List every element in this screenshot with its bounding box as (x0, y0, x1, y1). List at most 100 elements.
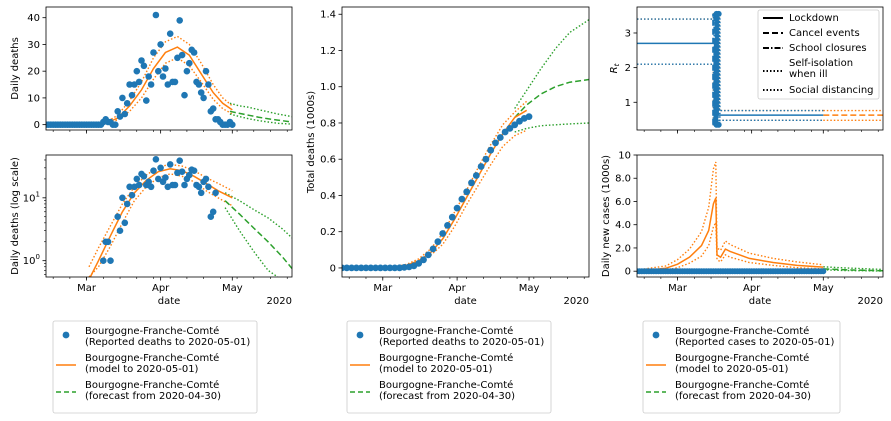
reported-point (372, 264, 379, 272)
y-axis-label: Daily deaths (log scale) (10, 157, 21, 275)
y-tick-label: 0 (625, 267, 631, 278)
reported-point (126, 81, 133, 88)
forecast-upper-line (229, 102, 292, 118)
y-tick-label: 4.0 (615, 220, 631, 231)
reported-point (145, 178, 152, 186)
reported-point (820, 268, 827, 275)
legend-label: (Reported deaths to 2020-05-01) (85, 337, 250, 348)
x-axis-label: date (454, 296, 477, 307)
model-lower-line (637, 219, 824, 272)
y-tick-label: 0 (330, 263, 336, 274)
reported-point (391, 264, 399, 272)
year-label: 2020 (858, 296, 883, 307)
reported-point (496, 134, 504, 141)
plot-area-daily-deaths-log (88, 156, 292, 277)
reported-point (183, 67, 191, 75)
reported-point (126, 183, 133, 191)
legend-label: Bourgogne-Franche-Comté (379, 325, 513, 337)
reported-point (197, 89, 205, 96)
reported-point (119, 94, 126, 102)
legend-label: School closures (789, 43, 867, 54)
reported-point (386, 264, 394, 272)
forecast-upper-line (823, 266, 883, 271)
reported-point (487, 146, 495, 154)
reported-point (468, 179, 475, 187)
reported-point (121, 110, 129, 118)
legend-label: Social distancing (789, 85, 874, 96)
legend-marker-dot (356, 331, 364, 339)
panel-rt: 1 2 3 Rt Lockdown Cancel events School closure… (609, 6, 884, 134)
y-tick-label: 3 (625, 28, 631, 39)
forecast-upper-line (514, 19, 589, 109)
reported-point (152, 11, 160, 19)
reported-point (162, 65, 169, 72)
axes-frame (45, 6, 293, 131)
reported-point (205, 183, 212, 191)
y-tick-label: 10 (27, 93, 40, 104)
reported-point (362, 264, 370, 272)
reported-point (133, 175, 141, 183)
legend-label: Bourgogne-Franche-Comté (85, 379, 219, 391)
reported-point (128, 191, 136, 199)
reported-point (166, 161, 174, 168)
reported-point (444, 222, 451, 229)
reported-point (190, 49, 198, 56)
panel-daily-deaths: 0 10 20 30 40 Daily deaths (10, 6, 293, 134)
reported-point (492, 139, 499, 147)
reported-point (104, 238, 112, 246)
reported-point (157, 164, 164, 172)
year-label: 2020 (564, 296, 589, 307)
bottom-legend: Bourgogne-Franche-Comté (Reported cases t… (642, 320, 841, 414)
reported-point (140, 62, 148, 70)
y-axis-label: Daily new cases (1000s) (601, 155, 612, 277)
reported-point (190, 167, 198, 174)
y-tick-label: 1 (625, 98, 631, 109)
y-tick-label: 10 (618, 151, 631, 162)
legend-marker-dot (62, 331, 70, 339)
reported-point (477, 163, 485, 170)
reported-point (157, 41, 164, 48)
plot-area-total-deaths (342, 19, 589, 272)
reported-point (152, 156, 160, 163)
reported-point (186, 171, 193, 179)
x-axis-label: date (158, 296, 181, 307)
y-tick-label: 8.0 (615, 174, 631, 185)
legend-label: (Reported cases to 2020-05-01) (675, 337, 834, 348)
model-line (342, 109, 528, 269)
reported-point (439, 230, 447, 237)
reported-point (525, 113, 533, 120)
y-tick-label: 1.4 (320, 10, 336, 21)
reported-point (511, 121, 519, 129)
forecast-line (229, 110, 292, 123)
reported-point (202, 67, 210, 75)
y-tick-label: 100 (23, 253, 40, 267)
x-axis-label: date (749, 296, 772, 307)
reported-point (135, 181, 143, 189)
reported-point (162, 174, 169, 181)
legend-label: Bourgogne-Franche-Comté (85, 352, 219, 364)
reported-point (114, 108, 121, 115)
legend-label: Self-isolation (789, 58, 853, 69)
legend-label: (forecast from 2020-04-30) (675, 391, 811, 402)
y-tick-label: 0 (34, 120, 40, 131)
legend-label: Bourgogne-Franche-Comté (379, 352, 513, 364)
reported-point (229, 121, 236, 128)
x-tick-label: Mar (373, 283, 393, 294)
reported-point (453, 204, 461, 212)
model-upper-line (46, 35, 233, 126)
reported-point (133, 67, 141, 75)
reported-point (140, 173, 148, 180)
x-tick-label: May (519, 283, 540, 294)
x-tick-label: Mar (668, 283, 688, 294)
reported-point (159, 73, 167, 80)
reported-point (123, 200, 131, 208)
reported-point (415, 260, 423, 267)
reported-point (424, 251, 432, 259)
reported-point (202, 175, 210, 183)
legend-label: Bourgogne-Franche-Comté (675, 352, 809, 364)
reported-point (381, 264, 389, 272)
reported-point (458, 195, 466, 203)
panel-daily-new-cases: Mar Apr May 2020 date 0 2.0 4.0 6.0 8.0 10 Daily ne… (601, 151, 884, 307)
y-tick-label: 101 (23, 190, 40, 204)
